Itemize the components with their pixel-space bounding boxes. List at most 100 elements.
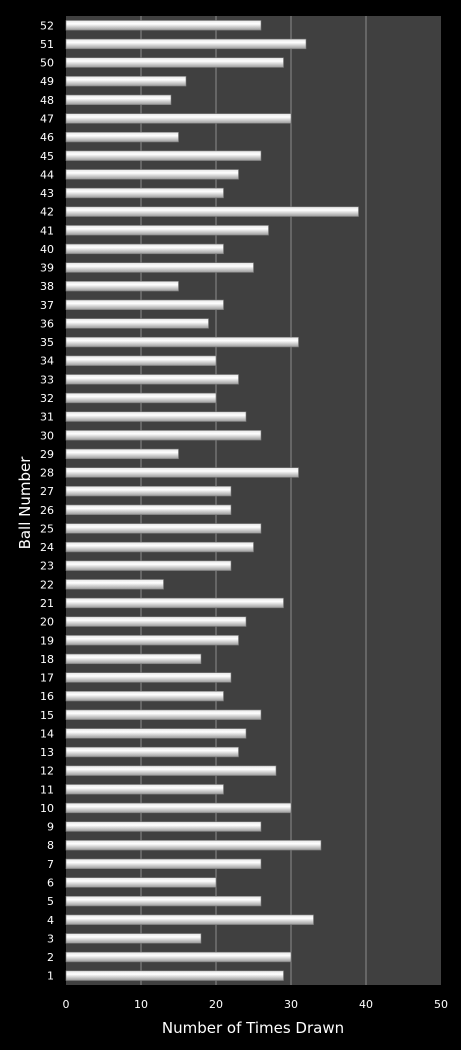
y-tick-label: 43 <box>40 187 54 200</box>
x-tick-label: 0 <box>63 998 70 1011</box>
bar-ball-25 <box>65 523 262 534</box>
y-tick-label: 23 <box>40 560 54 573</box>
y-tick-label: 45 <box>40 150 54 163</box>
bar-ball-7 <box>65 858 262 870</box>
bar-ball-14 <box>65 728 247 739</box>
y-tick-label: 29 <box>40 448 54 461</box>
x-tick-label: 40 <box>359 998 373 1011</box>
bar-ball-28 <box>65 467 299 478</box>
y-tick-label: 2 <box>47 951 54 964</box>
y-tick-label: 28 <box>40 467 54 480</box>
bar-ball-8 <box>65 840 322 851</box>
y-tick-label: 21 <box>40 597 54 610</box>
x-tick-label: 10 <box>134 998 148 1011</box>
y-tick-label: 5 <box>47 895 54 908</box>
y-tick-label: 26 <box>40 504 54 517</box>
bar-ball-20 <box>65 616 247 627</box>
bar-ball-46 <box>65 131 179 143</box>
bar-ball-40 <box>65 243 224 255</box>
bar-ball-52 <box>65 20 262 31</box>
bar-ball-4 <box>65 914 314 925</box>
y-tick-label: 40 <box>40 243 54 256</box>
bar-ball-16 <box>65 691 224 702</box>
x-tick-label: 30 <box>284 998 298 1011</box>
bar-ball-30 <box>65 430 262 441</box>
bar-ball-33 <box>65 374 239 385</box>
bar-ball-36 <box>65 318 209 329</box>
bar-ball-22 <box>65 579 164 590</box>
y-tick-label: 41 <box>40 224 54 237</box>
bar-ball-37 <box>65 299 224 310</box>
bar-ball-13 <box>65 746 239 758</box>
y-tick-label: 44 <box>40 168 54 181</box>
y-tick-label: 37 <box>40 299 54 312</box>
y-tick-label: 22 <box>40 578 54 591</box>
y-tick-labels: 1234567891011121314151617181920212223242… <box>40 19 54 982</box>
bar-ball-2 <box>65 951 292 963</box>
bar-ball-44 <box>65 169 239 180</box>
bar-ball-21 <box>65 597 284 609</box>
y-tick-label: 6 <box>47 877 54 890</box>
y-tick-label: 50 <box>40 57 54 70</box>
y-tick-label: 30 <box>40 429 54 442</box>
bar-ball-10 <box>65 802 292 814</box>
bar-ball-34 <box>65 355 217 366</box>
y-tick-label: 14 <box>40 727 54 740</box>
bar-ball-6 <box>65 877 217 888</box>
bar-ball-15 <box>65 709 262 720</box>
bar-ball-43 <box>65 187 224 199</box>
y-tick-label: 3 <box>47 932 54 945</box>
bar-ball-29 <box>65 448 179 460</box>
y-tick-label: 1 <box>47 970 54 983</box>
plot-area <box>66 16 441 985</box>
bar-ball-39 <box>65 262 254 273</box>
y-axis-title: Ball Number <box>16 456 34 550</box>
y-tick-label: 17 <box>40 672 54 685</box>
y-tick-label: 52 <box>40 19 54 32</box>
bar-ball-47 <box>65 113 292 124</box>
y-tick-label: 31 <box>40 411 54 424</box>
bar-ball-11 <box>65 784 224 795</box>
bar-ball-5 <box>65 895 262 907</box>
bar-ball-1 <box>65 970 284 981</box>
y-tick-label: 13 <box>40 746 54 759</box>
bar-ball-35 <box>65 336 299 348</box>
y-tick-label: 36 <box>40 317 54 330</box>
y-tick-label: 11 <box>40 783 54 796</box>
bar-ball-23 <box>65 560 232 571</box>
bar-ball-12 <box>65 765 277 776</box>
y-tick-label: 48 <box>40 94 54 107</box>
bar-ball-32 <box>65 392 217 404</box>
y-tick-label: 35 <box>40 336 54 349</box>
bars <box>65 20 359 981</box>
y-tick-label: 12 <box>40 765 54 778</box>
x-axis-title: Number of Times Drawn <box>162 1019 344 1037</box>
y-tick-label: 34 <box>40 355 54 368</box>
bar-ball-24 <box>65 541 254 553</box>
y-tick-label: 46 <box>40 131 54 144</box>
bar-ball-48 <box>65 94 172 106</box>
y-tick-label: 27 <box>40 485 54 498</box>
y-tick-label: 4 <box>47 914 54 927</box>
bar-ball-19 <box>65 635 239 646</box>
y-tick-label: 10 <box>40 802 54 815</box>
y-tick-label: 25 <box>40 522 54 535</box>
bar-ball-45 <box>65 150 262 161</box>
bar-ball-51 <box>65 38 307 50</box>
y-tick-label: 39 <box>40 262 54 275</box>
y-tick-label: 16 <box>40 690 54 703</box>
y-tick-label: 24 <box>40 541 54 554</box>
bar-ball-17 <box>65 672 232 683</box>
y-tick-label: 7 <box>47 858 54 871</box>
y-tick-label: 47 <box>40 112 54 125</box>
y-tick-label: 19 <box>40 634 54 647</box>
x-tick-label: 20 <box>209 998 223 1011</box>
bar-ball-27 <box>65 486 232 497</box>
bar-ball-38 <box>65 281 179 292</box>
y-tick-label: 49 <box>40 75 54 88</box>
y-tick-label: 20 <box>40 616 54 629</box>
bar-ball-31 <box>65 411 247 422</box>
y-tick-label: 38 <box>40 280 54 293</box>
x-tick-labels: 0 10 20 30 40 50 <box>63 998 449 1011</box>
